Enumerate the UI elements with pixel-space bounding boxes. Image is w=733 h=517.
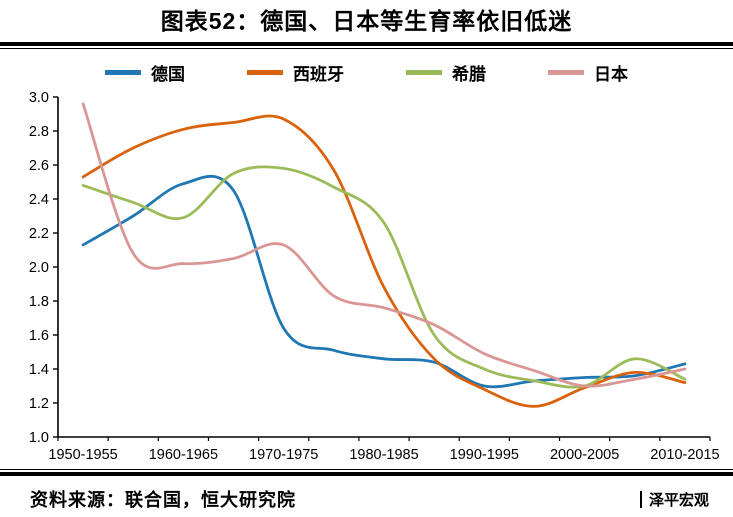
top-rule-thin (0, 48, 733, 49)
y-tick-label: 2.8 (28, 124, 48, 140)
fertility-chart: 1.0 1.2 1.4 1.6 1.8 2.0 2.2 2.4 2.6 2.8 3.0 1950-19… (28, 90, 719, 463)
y-tick-label: 1.6 (28, 328, 48, 344)
bottom-rule-thin (0, 469, 733, 470)
x-tick-label: 1980-1985 (349, 447, 418, 463)
series-line-希腊 (81, 165, 686, 389)
x-tick-label: 1960-1965 (148, 447, 217, 463)
y-tick-label: 3.0 (28, 90, 48, 106)
legend-item-0: 德国 (105, 60, 185, 85)
y-tick-label: 2.4 (28, 192, 48, 208)
legend-label-1: 西班牙 (293, 64, 344, 84)
y-tick-label: 2.2 (28, 226, 48, 242)
series-line-日本 (81, 102, 686, 388)
legend-item-2: 希腊 (406, 60, 486, 85)
legend-swatch-3 (548, 69, 584, 75)
top-divider (0, 42, 733, 49)
x-tick-label: 1990-1995 (449, 447, 518, 463)
bottom-rule-thick (0, 472, 733, 476)
legend-label-0: 德国 (151, 64, 185, 84)
y-tick-label: 2.0 (28, 260, 48, 276)
series-line-德国 (81, 174, 686, 389)
legend-swatch-2 (406, 69, 442, 75)
x-tick-label: 2000-2005 (549, 447, 618, 463)
x-tick-label: 1970-1975 (249, 447, 318, 463)
y-tick-label: 1.8 (28, 294, 48, 310)
legend-item-1: 西班牙 (247, 60, 344, 85)
legend-swatch-0 (105, 69, 141, 75)
legend: 德国 西班牙 希腊 日本 (0, 60, 733, 85)
legend-item-3: 日本 (548, 60, 628, 85)
legend-label-2: 希腊 (452, 64, 486, 84)
watermark-bar-icon (639, 490, 642, 508)
footer: 资料来源：联合国，恒大研究院 泽平宏观 (0, 476, 733, 512)
top-rule-thick (0, 42, 733, 46)
legend-label-3: 日本 (594, 64, 628, 84)
series-line-西班牙 (81, 114, 686, 408)
x-tick-label: 1950-1955 (48, 447, 117, 463)
watermark-text: 泽平宏观 (648, 491, 709, 509)
legend-swatch-1 (247, 69, 283, 75)
x-tick-label: 2010-2015 (650, 447, 719, 463)
y-tick-label: 1.2 (28, 396, 48, 412)
source-text: 资料来源：联合国，恒大研究院 (30, 490, 296, 510)
bottom-divider (0, 469, 733, 476)
y-tick-label: 2.6 (28, 158, 48, 174)
page-title: 图表52：德国、日本等生育率依旧低迷 (160, 8, 573, 34)
y-tick-label: 1.4 (28, 362, 48, 378)
y-tick-label: 1.0 (28, 430, 48, 446)
watermark: 泽平宏观 (639, 489, 709, 510)
